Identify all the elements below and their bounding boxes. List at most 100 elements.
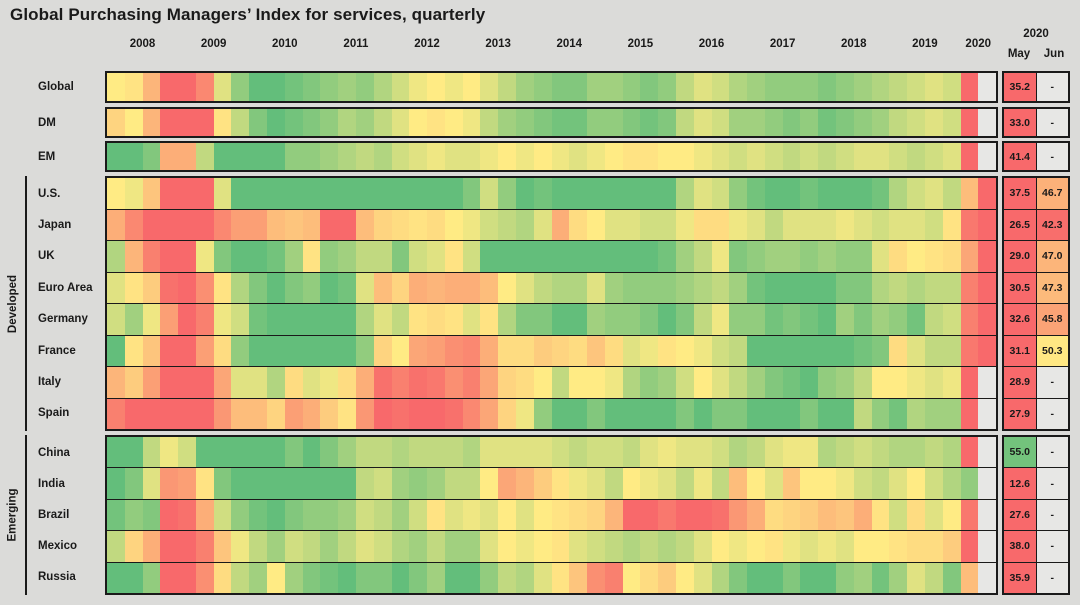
heatmap-cell bbox=[960, 562, 979, 594]
heatmap-cell bbox=[853, 437, 872, 468]
heatmap-cell bbox=[444, 367, 463, 398]
heatmap-cell bbox=[658, 468, 676, 499]
heatmap-cell bbox=[355, 272, 374, 303]
heatmap-cell bbox=[444, 73, 463, 101]
heatmap-row bbox=[107, 437, 997, 468]
heatmap-cell bbox=[213, 562, 232, 594]
heatmap-row bbox=[107, 240, 997, 272]
heatmap-cell bbox=[213, 531, 232, 562]
heatmap-cell bbox=[818, 499, 837, 531]
heatmap-cell bbox=[569, 437, 588, 468]
heatmap-cell bbox=[338, 178, 356, 209]
heatmap-cell bbox=[729, 73, 748, 101]
heatmap-cell bbox=[960, 468, 979, 499]
heatmap-cell bbox=[818, 241, 837, 272]
heatmap-cell bbox=[587, 143, 605, 170]
heatmap-cell bbox=[676, 499, 694, 531]
heatmap-cell bbox=[480, 272, 499, 303]
heatmap-cell bbox=[960, 437, 979, 468]
heatmap-cell bbox=[658, 109, 676, 136]
heatmap-cell bbox=[889, 73, 908, 101]
heatmap-cell bbox=[195, 241, 214, 272]
heatmap-cell bbox=[195, 143, 214, 170]
heatmap-cell bbox=[978, 178, 997, 209]
jun-value-cell: - bbox=[1035, 398, 1068, 429]
heatmap-cell bbox=[942, 562, 961, 594]
heatmap-cell bbox=[409, 531, 428, 562]
heatmap-cell bbox=[213, 499, 232, 531]
may-value-cell: 27.6 bbox=[1004, 499, 1036, 531]
heatmap-cell bbox=[747, 304, 765, 335]
year-tick-label: 2018 bbox=[840, 38, 867, 50]
row-label-em: EM bbox=[38, 150, 56, 163]
row-label-global: Global bbox=[38, 81, 74, 93]
heatmap-cell bbox=[107, 304, 125, 335]
heatmap-cell bbox=[444, 468, 463, 499]
heatmap-cell bbox=[142, 73, 161, 101]
heatmap-cell bbox=[924, 437, 943, 468]
heatmap-cell bbox=[640, 531, 659, 562]
heatmap-cell bbox=[213, 437, 232, 468]
year-tick-label: 2017 bbox=[769, 38, 796, 50]
heatmap-cell bbox=[195, 109, 214, 136]
group-bracket-line bbox=[25, 435, 27, 595]
heatmap-cell bbox=[640, 178, 659, 209]
heatmap-cell bbox=[249, 143, 268, 170]
heatmap-cell bbox=[231, 304, 250, 335]
heatmap-cell bbox=[444, 209, 463, 240]
heatmap-cell bbox=[320, 499, 339, 531]
heatmap-cell bbox=[711, 335, 730, 366]
heatmap-cell bbox=[569, 468, 588, 499]
heatmap-cell bbox=[160, 437, 179, 468]
heatmap-cell bbox=[587, 209, 605, 240]
heatmap-cell bbox=[515, 437, 534, 468]
heatmap-cell bbox=[213, 367, 232, 398]
heatmap-cell bbox=[960, 531, 979, 562]
right-header-year: 2020 bbox=[1023, 28, 1049, 40]
heatmap-cell bbox=[640, 272, 659, 303]
heatmap-cell bbox=[124, 398, 143, 429]
heatmap-cell bbox=[942, 437, 961, 468]
heatmap-cell bbox=[515, 499, 534, 531]
heatmap-cell bbox=[178, 73, 196, 101]
heatmap-cell bbox=[836, 73, 854, 101]
heatmap-cell bbox=[604, 143, 623, 170]
heatmap-cell bbox=[515, 304, 534, 335]
heatmap-cell bbox=[373, 304, 392, 335]
heatmap-cell bbox=[622, 241, 641, 272]
heatmap-cell bbox=[604, 272, 623, 303]
heatmap-cell bbox=[409, 562, 428, 594]
heatmap-cell bbox=[160, 304, 179, 335]
heatmap-cell bbox=[978, 209, 997, 240]
year-tick-label: 2008 bbox=[129, 38, 156, 50]
heatmap-cell bbox=[853, 241, 872, 272]
heatmap-cell bbox=[267, 531, 285, 562]
heatmap-cell bbox=[444, 335, 463, 366]
heatmap-cell bbox=[711, 241, 730, 272]
heatmap-cell bbox=[284, 272, 303, 303]
heatmap-cell bbox=[676, 73, 694, 101]
heatmap-row bbox=[107, 109, 997, 136]
heatmap-cell bbox=[231, 398, 250, 429]
heatmap-cell bbox=[480, 398, 499, 429]
heatmap-cell bbox=[195, 562, 214, 594]
may-jun-group-box: 37.5 46.7 26.5 42.3 29.0 47.0 30.5 47.3 32.6 45.8… bbox=[1002, 176, 1070, 431]
group-label-text: Developed bbox=[7, 274, 20, 333]
heatmap-cell bbox=[142, 398, 161, 429]
heatmap-cell bbox=[231, 241, 250, 272]
heatmap-cell bbox=[782, 531, 801, 562]
heatmap-cell bbox=[373, 468, 392, 499]
heatmap-cell bbox=[391, 241, 410, 272]
heatmap-cell bbox=[142, 209, 161, 240]
heatmap-cell bbox=[693, 304, 712, 335]
heatmap-cell bbox=[391, 272, 410, 303]
heatmap-cell bbox=[373, 531, 392, 562]
heatmap-cell bbox=[427, 109, 445, 136]
may-jun-row: 27.9- bbox=[1004, 397, 1068, 429]
heatmap-cell bbox=[533, 499, 552, 531]
heatmap-cell bbox=[124, 73, 143, 101]
heatmap-cell bbox=[373, 178, 392, 209]
heatmap-cell bbox=[711, 178, 730, 209]
heatmap-cell bbox=[267, 468, 285, 499]
heatmap-cell bbox=[124, 209, 143, 240]
